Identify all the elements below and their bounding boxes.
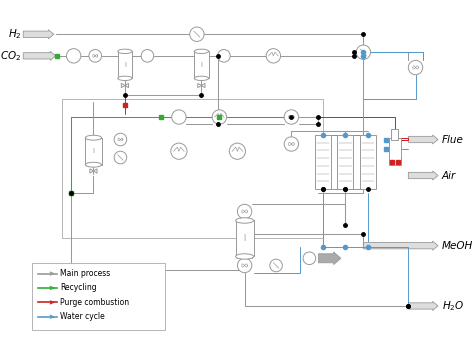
Circle shape <box>303 252 316 265</box>
FancyArrow shape <box>364 241 438 250</box>
Circle shape <box>141 50 154 62</box>
Bar <box>118 51 132 78</box>
Text: I: I <box>92 148 94 154</box>
FancyArrow shape <box>23 30 54 39</box>
Circle shape <box>212 110 227 124</box>
Ellipse shape <box>194 49 209 54</box>
Circle shape <box>89 50 101 62</box>
Bar <box>315 135 331 189</box>
FancyArrow shape <box>408 301 438 310</box>
Bar <box>236 220 254 256</box>
Circle shape <box>284 110 299 124</box>
Text: I: I <box>124 62 126 68</box>
FancyArrow shape <box>408 171 438 180</box>
Ellipse shape <box>236 254 254 259</box>
FancyArrow shape <box>408 135 438 144</box>
Bar <box>32 263 165 330</box>
Circle shape <box>171 143 187 159</box>
Circle shape <box>190 27 204 41</box>
Circle shape <box>237 204 252 219</box>
Text: $H_2$: $H_2$ <box>8 27 21 41</box>
Text: I: I <box>201 62 202 68</box>
Polygon shape <box>121 84 125 88</box>
Text: Air: Air <box>442 171 456 180</box>
Bar <box>85 138 101 165</box>
Circle shape <box>408 60 423 75</box>
Circle shape <box>66 49 81 63</box>
Text: Flue: Flue <box>442 135 464 144</box>
Ellipse shape <box>85 135 101 140</box>
Circle shape <box>114 133 127 146</box>
Text: $CO_2$: $CO_2$ <box>0 49 21 63</box>
Text: MeOH: MeOH <box>442 241 473 251</box>
Text: Water cycle: Water cycle <box>60 312 105 321</box>
Polygon shape <box>201 84 205 88</box>
Polygon shape <box>125 84 128 88</box>
Ellipse shape <box>118 49 132 54</box>
Circle shape <box>218 50 230 62</box>
Circle shape <box>237 258 252 273</box>
Bar <box>360 135 376 189</box>
Ellipse shape <box>194 76 209 81</box>
Circle shape <box>284 137 299 151</box>
Circle shape <box>356 45 371 59</box>
Bar <box>391 129 399 140</box>
Bar <box>337 135 354 189</box>
FancyArrow shape <box>319 252 341 265</box>
Text: $H_2O$: $H_2O$ <box>442 299 464 313</box>
Text: Recycling: Recycling <box>60 283 97 292</box>
Ellipse shape <box>85 162 101 167</box>
Ellipse shape <box>236 218 254 223</box>
FancyArrow shape <box>23 51 55 60</box>
Text: Purge combustion: Purge combustion <box>60 298 129 307</box>
Polygon shape <box>93 169 97 173</box>
Text: Main process: Main process <box>60 269 110 278</box>
Circle shape <box>229 143 246 159</box>
Circle shape <box>114 151 127 164</box>
Circle shape <box>266 49 281 63</box>
Polygon shape <box>198 84 201 88</box>
Bar <box>62 99 323 238</box>
Circle shape <box>270 259 283 272</box>
Ellipse shape <box>118 76 132 81</box>
Bar <box>389 138 401 165</box>
Polygon shape <box>90 169 93 173</box>
Bar <box>194 51 209 78</box>
Circle shape <box>172 110 186 124</box>
Text: I: I <box>244 234 246 243</box>
